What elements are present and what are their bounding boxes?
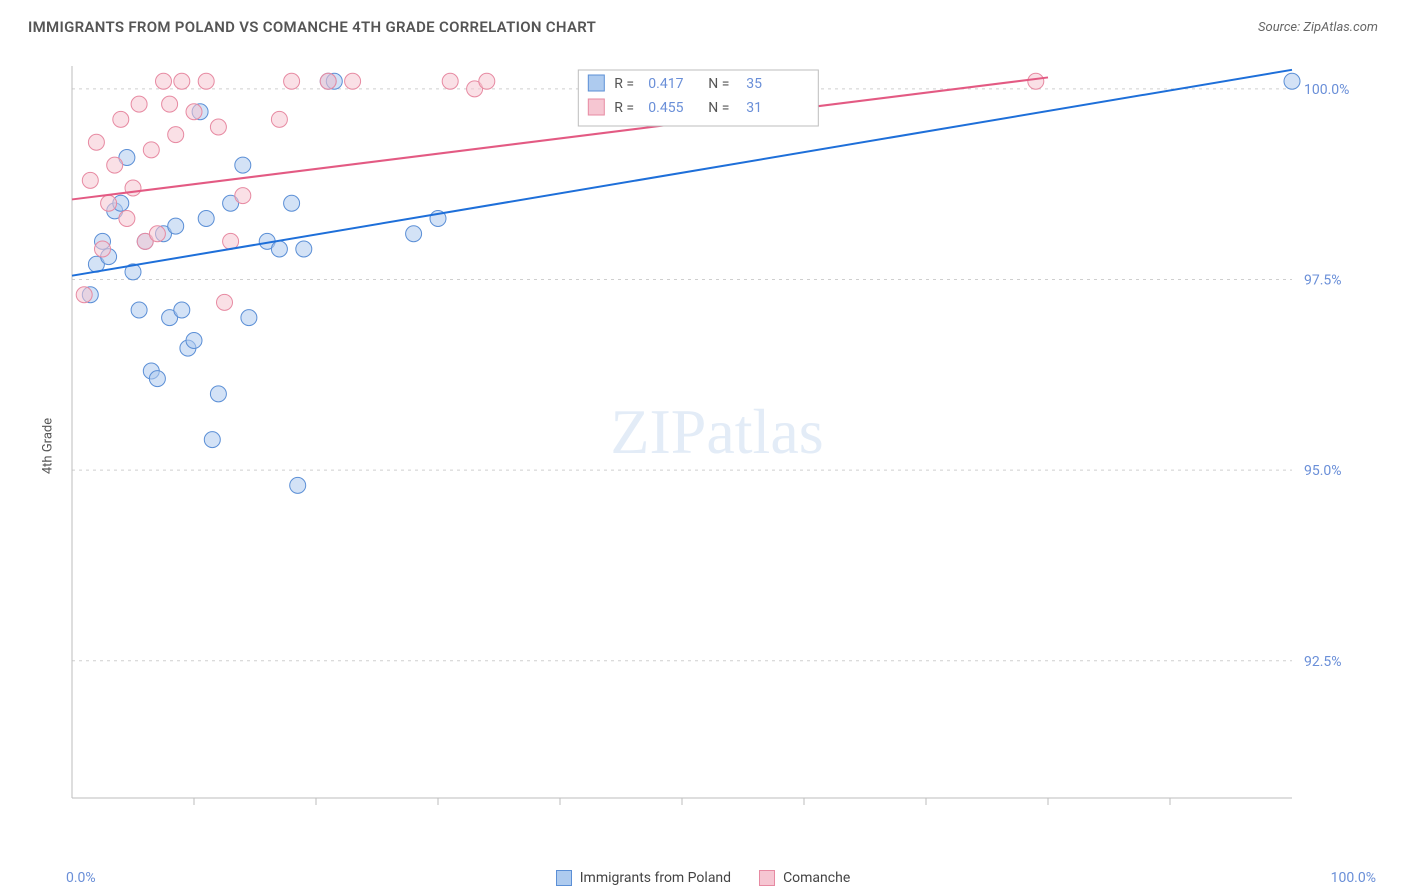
y-tick-label: 92.5%: [1304, 654, 1342, 670]
data-point: [198, 73, 214, 89]
stats-r-label: R =: [614, 100, 634, 116]
data-point: [131, 96, 147, 112]
data-point: [107, 157, 123, 173]
legend-label-poland: Immigrants from Poland: [580, 870, 731, 886]
stats-r-label: R =: [614, 76, 634, 92]
data-point: [204, 432, 220, 448]
data-point: [88, 134, 104, 150]
data-point: [290, 477, 306, 493]
data-point: [235, 188, 251, 204]
stats-r-value: 0.455: [648, 100, 683, 116]
data-point: [174, 73, 190, 89]
watermark: ZIPatlas: [610, 396, 823, 467]
legend-swatch-comanche: [759, 870, 775, 886]
data-point: [1284, 73, 1300, 89]
chart-title: IMMIGRANTS FROM POLAND VS COMANCHE 4TH G…: [28, 18, 596, 36]
data-point: [82, 172, 98, 188]
data-point: [168, 218, 184, 234]
data-point: [101, 195, 117, 211]
data-point: [345, 73, 361, 89]
chart-header: IMMIGRANTS FROM POLAND VS COMANCHE 4TH G…: [0, 0, 1406, 48]
data-point: [271, 241, 287, 257]
data-point: [235, 157, 251, 173]
stats-n-label: N =: [708, 76, 729, 92]
data-point: [156, 73, 172, 89]
stats-n-label: N =: [708, 100, 729, 116]
stats-swatch: [588, 99, 604, 115]
data-point: [296, 241, 312, 257]
stats-r-value: 0.417: [648, 76, 683, 92]
y-tick-label: 97.5%: [1304, 273, 1342, 289]
legend-item-comanche: Comanche: [759, 870, 850, 886]
data-point: [162, 96, 178, 112]
data-point: [119, 211, 135, 227]
data-point: [198, 211, 214, 227]
data-point: [168, 127, 184, 143]
data-point: [210, 119, 226, 135]
y-tick-label: 95.0%: [1304, 463, 1342, 479]
data-point: [320, 73, 336, 89]
scatter-chart: 92.5% 95.0% 97.5% 100.0% ZIPatlas R = 0.417 N =…: [62, 58, 1372, 828]
data-point: [131, 302, 147, 318]
data-point: [113, 111, 129, 127]
y-axis-label: 4th Grade: [41, 418, 56, 474]
legend-item-poland: Immigrants from Poland: [556, 870, 731, 886]
data-point: [143, 142, 159, 158]
data-point: [210, 386, 226, 402]
data-point: [125, 180, 141, 196]
plot-area: 92.5% 95.0% 97.5% 100.0% ZIPatlas R = 0.417 N =…: [62, 58, 1372, 828]
legend-swatch-poland: [556, 870, 572, 886]
data-point: [186, 333, 202, 349]
data-point: [406, 226, 422, 242]
regression-line: [72, 77, 1048, 199]
data-point: [241, 310, 257, 326]
chart-source: Source: ZipAtlas.com: [1258, 20, 1378, 35]
data-point: [271, 111, 287, 127]
stats-swatch: [588, 75, 604, 91]
data-point: [284, 73, 300, 89]
data-point: [186, 104, 202, 120]
data-point: [1028, 73, 1044, 89]
legend-label-comanche: Comanche: [783, 870, 850, 886]
data-point: [149, 371, 165, 387]
data-point: [479, 73, 495, 89]
stats-n-value: 31: [746, 100, 762, 116]
data-point: [76, 287, 92, 303]
stats-n-value: 35: [746, 76, 762, 92]
y-tick-label: 100.0%: [1304, 82, 1349, 98]
data-point: [149, 226, 165, 242]
data-point: [95, 241, 111, 257]
data-point: [442, 73, 458, 89]
data-point: [217, 294, 233, 310]
data-point: [174, 302, 190, 318]
bottom-legend: Immigrants from Poland Comanche: [0, 870, 1406, 886]
data-point: [284, 195, 300, 211]
